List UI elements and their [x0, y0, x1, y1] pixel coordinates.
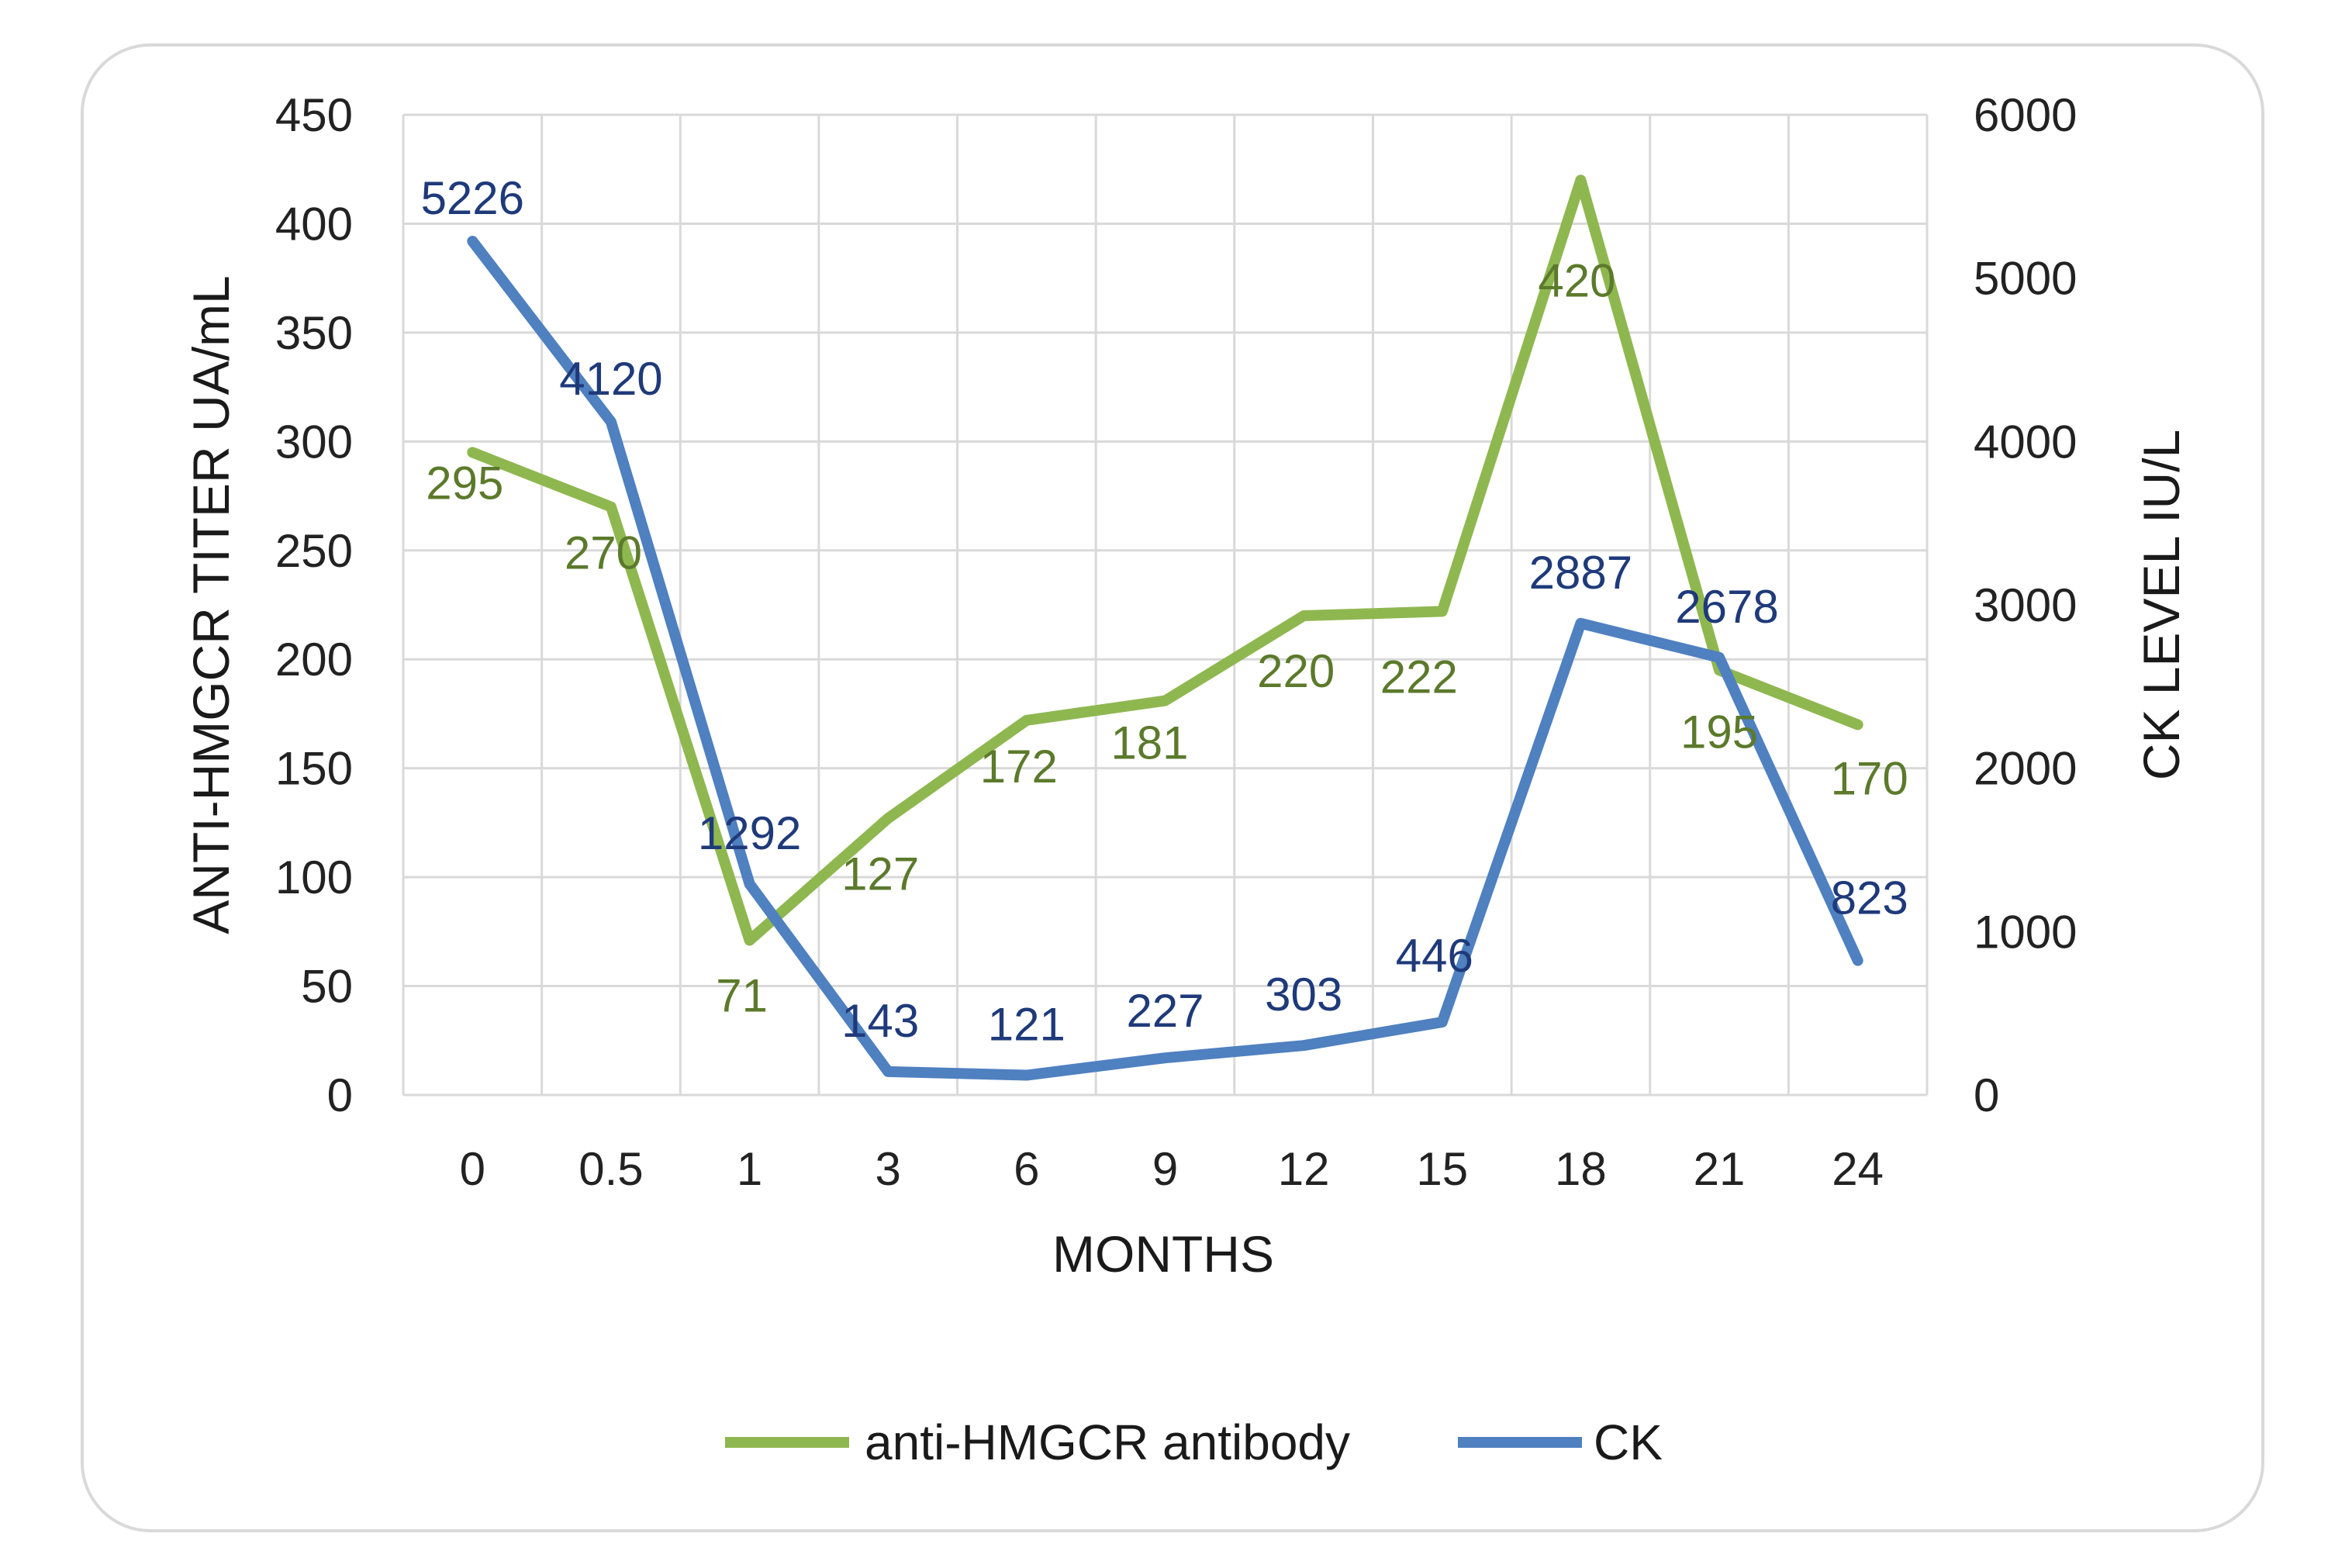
left-tick-label: 400 — [275, 198, 353, 250]
legend: anti-HMGCR antibody CK — [725, 1414, 1663, 1470]
series-lines — [467, 174, 1863, 1081]
x-tick-label: 18 — [1555, 1143, 1607, 1195]
antibody-data-label: 71 — [716, 970, 768, 1022]
right-axis-ticks: 0 1000 2000 3000 4000 5000 6000 — [1974, 89, 2077, 1121]
left-tick-label: 350 — [275, 307, 353, 359]
left-axis-ticks: 0 50 100 150 200 250 300 350 400 450 — [275, 89, 353, 1121]
x-tick-label: 3 — [876, 1143, 901, 1195]
left-axis-title: ANTI-HMGCR TITER UA/mL — [182, 275, 240, 934]
right-tick-label: 6000 — [1974, 89, 2077, 141]
ck-data-label: 227 — [1126, 985, 1204, 1037]
antibody-data-label: 127 — [841, 848, 919, 900]
left-tick-label: 450 — [275, 89, 353, 141]
antibody-data-label: 195 — [1680, 706, 1758, 758]
ck-data-label: 1292 — [698, 807, 801, 859]
antibody-data-label: 420 — [1538, 254, 1615, 306]
x-tick-label: 0 — [460, 1143, 485, 1195]
antibody-data-label: 181 — [1110, 717, 1188, 769]
ck-data-label: 303 — [1265, 969, 1342, 1021]
antibody-data-label: 295 — [426, 457, 503, 509]
ck-data-label: 2678 — [1675, 581, 1778, 633]
ck-data-label: 121 — [988, 999, 1065, 1051]
ck-data-label: 4120 — [559, 353, 662, 405]
antibody-data-label: 270 — [565, 527, 642, 579]
x-axis-title: MONTHS — [1052, 1225, 1274, 1283]
x-tick-label: 0.5 — [579, 1143, 643, 1195]
data-labels: 295 270 71 127 172 181 220 222 420 195 170 5226 4120… — [421, 172, 1908, 1050]
legend-label-antibody: anti-HMGCR antibody — [865, 1414, 1350, 1470]
left-tick-label: 50 — [301, 961, 353, 1013]
legend-label-ck: CK — [1594, 1414, 1663, 1470]
x-tick-label: 6 — [1014, 1143, 1039, 1195]
x-tick-label: 21 — [1694, 1143, 1746, 1195]
antibody-series-line — [467, 174, 1863, 946]
ck-series-line — [467, 236, 1863, 1081]
right-axis-title: CK LEVEL IU/L — [2133, 430, 2190, 780]
right-tick-label: 5000 — [1974, 253, 2077, 305]
right-tick-label: 1000 — [1974, 906, 2077, 958]
right-tick-label: 0 — [1974, 1069, 1999, 1121]
x-tick-label: 1 — [737, 1143, 762, 1195]
left-tick-label: 100 — [275, 851, 353, 903]
right-tick-label: 3000 — [1974, 579, 2077, 631]
antibody-data-label: 172 — [980, 741, 1058, 793]
antibody-data-label: 222 — [1380, 651, 1458, 703]
left-tick-label: 300 — [275, 416, 353, 468]
right-tick-label: 2000 — [1974, 743, 2077, 795]
right-tick-label: 4000 — [1974, 416, 2077, 468]
ck-data-label: 2887 — [1529, 547, 1632, 599]
ck-data-label: 823 — [1831, 872, 1908, 924]
x-tick-label: 9 — [1152, 1143, 1178, 1195]
x-tick-label: 15 — [1416, 1143, 1468, 1195]
antibody-data-label: 220 — [1257, 645, 1335, 697]
ck-data-label: 5226 — [421, 172, 524, 224]
x-tick-label: 12 — [1278, 1143, 1330, 1195]
left-tick-label: 200 — [275, 634, 353, 686]
grid-lines — [402, 113, 1929, 1097]
ck-data-label: 143 — [841, 995, 919, 1047]
antibody-data-label: 170 — [1831, 752, 1908, 804]
x-axis-ticks: 0 0.5 1 3 6 9 12 15 18 21 24 — [460, 1143, 1884, 1195]
chart-frame — [81, 43, 2264, 1532]
left-tick-label: 250 — [275, 525, 353, 577]
x-tick-label: 24 — [1832, 1143, 1884, 1195]
left-tick-label: 150 — [275, 743, 353, 795]
ck-data-label: 446 — [1396, 930, 1473, 982]
left-tick-label: 0 — [327, 1069, 353, 1121]
